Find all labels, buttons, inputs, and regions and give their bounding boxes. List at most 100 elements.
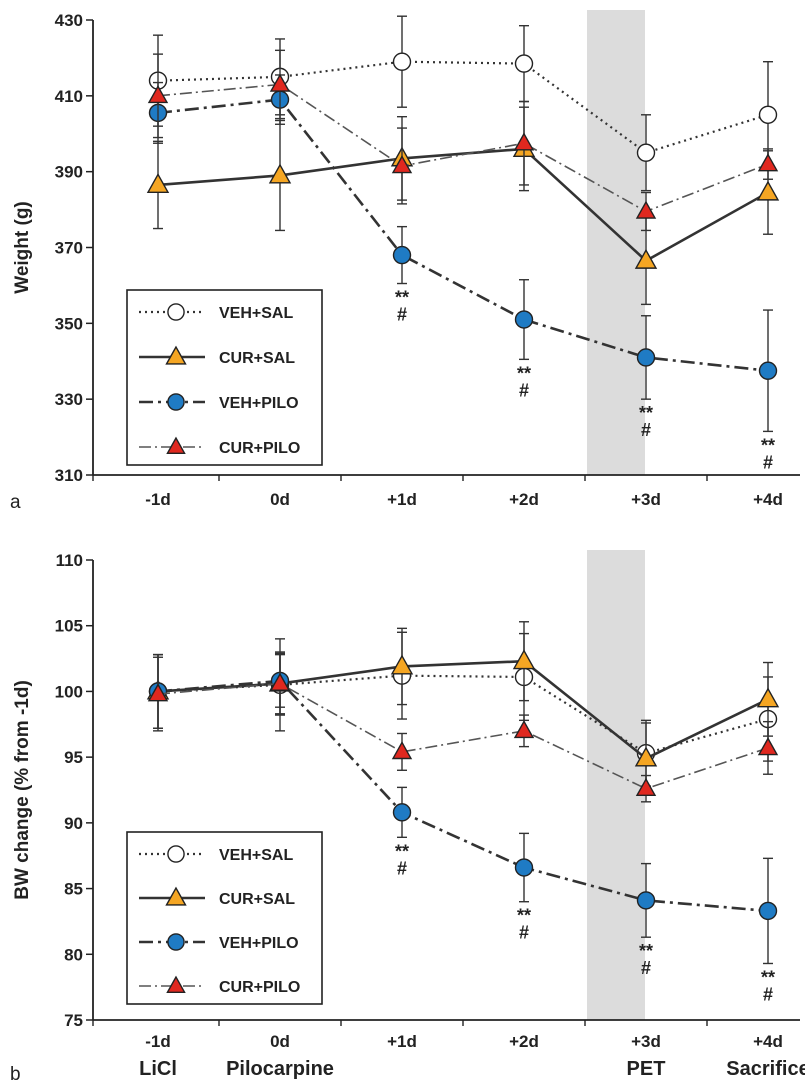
x-axis: -1d 0d +1d +2d +3d +4d [92,474,800,509]
data-point [392,803,412,822]
y-tick-label: 95 [64,748,83,767]
series-line [157,682,769,790]
significance-stars: ** [395,288,409,308]
y-axis-label: BW change (% from -1d) [12,680,33,900]
x-tick-label: -1d [145,1032,171,1051]
data-point [392,245,412,265]
x-tick-label: +4d [753,490,783,509]
significance-annotations: **#**#**#**# [395,841,775,1004]
legend-label: CUR+PILO [219,979,300,996]
y-tick-label: 80 [64,945,83,964]
significance-hash: # [397,858,407,878]
y-tick-label: 330 [55,390,83,409]
y-axis: 310 330 350 370 390 410 430 [55,11,94,485]
significance-hash: # [397,305,407,325]
data-point [268,163,292,184]
data-point [636,143,656,162]
x-tick-label: 0d [270,490,290,509]
x-sublabel: Sacrifice [726,1058,805,1080]
legend-swatch-marker [167,845,185,863]
significance-stars: ** [517,906,531,926]
series-layer [146,15,780,433]
significance-stars: ** [761,435,775,455]
data-point [635,200,657,219]
series-line [157,679,769,913]
data-point [635,777,657,797]
significance-stars: ** [639,403,653,423]
data-point [636,348,656,367]
panel-label: b [10,1064,21,1085]
y-tick-label: 430 [55,11,83,30]
y-tick-label: 105 [55,617,83,636]
data-point [514,54,534,73]
legend-swatch-marker [166,975,186,993]
x-tick-label: +4d [753,1032,783,1051]
data-point [512,649,536,670]
data-point [513,719,535,739]
significance-hash: # [519,923,529,943]
legend-swatch-marker [165,345,187,365]
legend-swatch-marker [167,393,185,411]
y-axis-label: Weight (g) [12,201,33,294]
y-axis: 75 80 85 90 95 100 105 110 [55,551,94,1030]
y-tick-label: 90 [64,814,83,833]
series-cur-sal [146,621,780,795]
significance-stars: ** [761,967,775,987]
y-tick-label: 370 [55,239,83,258]
data-point [513,132,535,151]
legend-label: CUR+PILO [219,440,300,457]
series-line [157,83,769,213]
data-point [636,891,656,910]
shaded-band [587,550,645,1020]
x-tick-label: +1d [387,490,417,509]
legend-swatch-marker [167,933,185,951]
data-point [392,52,412,71]
data-point [391,155,413,174]
series-line [157,60,769,154]
x-sublabel: Pilocarpine [226,1058,334,1080]
significance-stars: ** [395,841,409,861]
data-point [634,746,658,767]
y-tick-label: 110 [56,551,83,570]
x-tick-label: +3d [631,490,661,509]
data-point [391,741,413,760]
significance-stars: ** [517,363,531,383]
legend: VEH+SAL CUR+SAL VEH+PILO CUR+PILO [126,831,323,1005]
series-cur-pilo [147,651,779,803]
significance-hash: # [641,420,651,440]
data-point [757,153,779,172]
shaded-region [587,550,645,1020]
significance-stars: ** [639,941,653,961]
data-point [758,361,778,380]
x-tick-label: +3d [631,1032,661,1051]
significance-hash: # [519,380,529,400]
x-tick-label: +2d [509,1032,539,1051]
x-sublabel: PET [627,1058,666,1080]
data-point [514,858,534,877]
shaded-region [587,10,645,475]
legend-label: CUR+SAL [219,891,295,908]
series-line [157,147,769,263]
y-tick-label: 75 [64,1011,83,1030]
significance-annotations: **#**#**#**# [395,288,775,473]
y-tick-label: 410 [55,87,83,106]
legend-swatch-marker [165,886,187,906]
legend-label: VEH+PILO [219,395,299,412]
data-point [758,901,778,921]
significance-hash: # [763,984,773,1004]
data-point [756,180,780,201]
data-point [758,105,778,124]
x-tick-label: +2d [509,490,539,509]
series-cur-sal [146,106,780,306]
panel-b: 75 80 85 90 95 100 105 110 -1d LiCl 0d Pilocarpine… [10,550,805,1085]
data-point [269,73,291,92]
x-sublabel: LiCl [139,1058,177,1080]
legend-box [126,831,323,1005]
legend-swatch-marker [166,436,186,454]
data-point [514,310,534,329]
x-axis: -1d LiCl 0d Pilocarpine +1d +2d +3d PET +4d Sacri… [92,1019,805,1080]
y-tick-label: 350 [55,314,83,333]
x-tick-label: 0d [270,1032,290,1051]
